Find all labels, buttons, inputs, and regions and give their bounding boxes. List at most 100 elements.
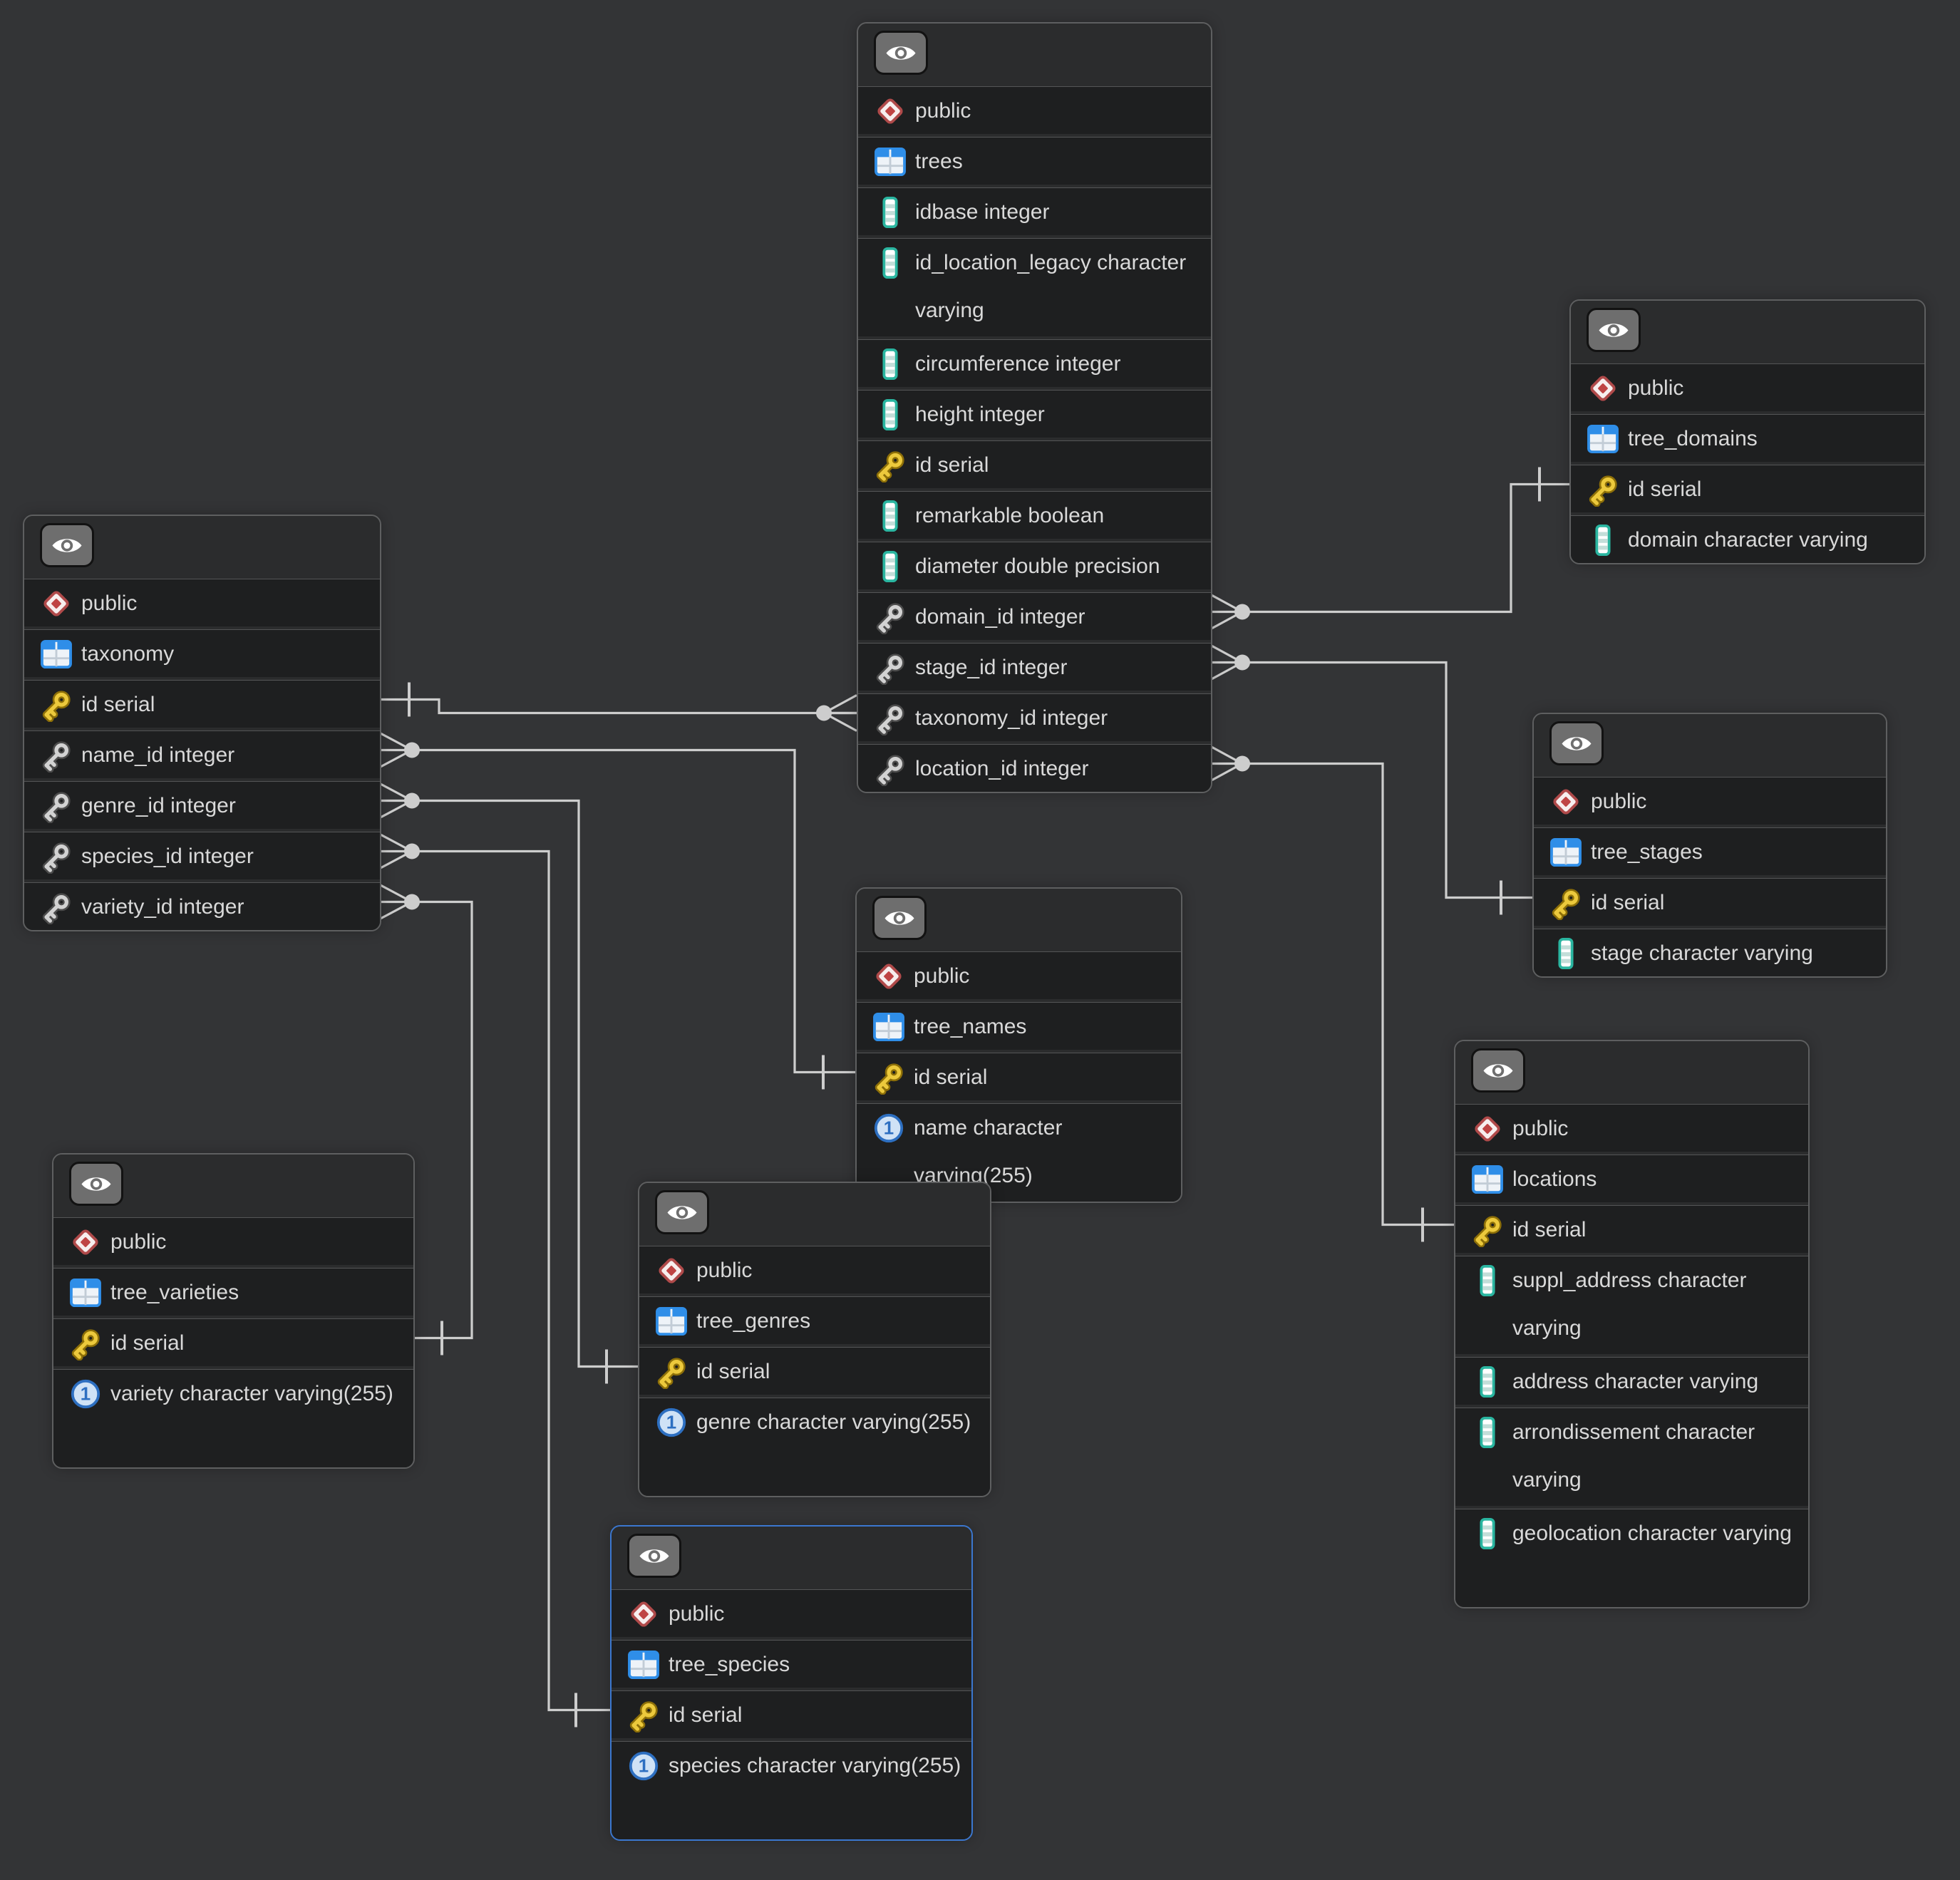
visibility-toggle-button[interactable] <box>1471 1048 1525 1093</box>
table-node-trees[interactable]: public trees idbase integer id_location_leg… <box>857 22 1212 793</box>
visibility-toggle-button[interactable] <box>69 1162 123 1206</box>
schema-icon <box>40 587 73 620</box>
foreign-key-row[interactable]: domain_id integer <box>858 592 1211 640</box>
primary-key-row[interactable]: id serial <box>1455 1205 1808 1253</box>
relationship-taxonomy.id-trees.taxonomy_id <box>378 682 857 732</box>
visibility-toggle-button[interactable] <box>1549 721 1604 765</box>
column-row[interactable]: idbase integer <box>858 187 1211 235</box>
column-icon <box>874 500 907 532</box>
svg-text:1: 1 <box>666 1413 676 1433</box>
primary-key-row[interactable]: id serial <box>24 680 380 728</box>
table-name-row[interactable]: taxonomy <box>24 629 380 677</box>
table-name-row[interactable]: tree_varieties <box>53 1268 413 1316</box>
primary-key-row[interactable]: id serial <box>639 1347 990 1395</box>
row-label: circumference integer <box>915 352 1121 376</box>
primary-key-icon <box>69 1327 102 1360</box>
eye-icon <box>884 911 914 925</box>
table-name-row[interactable]: tree_domains <box>1571 414 1924 462</box>
table-node-locations[interactable]: public locations id serial suppl_address ch… <box>1454 1040 1810 1608</box>
schema-icon <box>1587 372 1619 405</box>
primary-key-icon <box>874 449 907 482</box>
schema-row[interactable]: public <box>1534 777 1886 825</box>
primary-key-row[interactable]: id serial <box>858 440 1211 488</box>
schema-row[interactable]: public <box>1571 363 1924 411</box>
table-name-row[interactable]: locations <box>1455 1155 1808 1202</box>
column-row[interactable]: diameter double precision <box>858 542 1211 589</box>
unique-one-icon: 1 <box>627 1750 660 1782</box>
primary-key-row[interactable]: id serial <box>857 1053 1181 1100</box>
visibility-toggle-button[interactable] <box>655 1190 709 1234</box>
column-row[interactable]: suppl_address character varying <box>1455 1256 1808 1354</box>
visibility-toggle-button[interactable] <box>627 1534 681 1578</box>
schema-row[interactable]: public <box>53 1217 413 1265</box>
table-name-row[interactable]: tree_species <box>612 1640 971 1688</box>
primary-key-icon <box>1471 1214 1504 1247</box>
primary-key-row[interactable]: id serial <box>612 1690 971 1738</box>
foreign-key-row[interactable]: name_id integer <box>24 730 380 778</box>
row-label: id serial <box>110 1331 185 1355</box>
schema-row[interactable]: public <box>857 951 1181 999</box>
foreign-key-row[interactable]: species_id integer <box>24 832 380 879</box>
column-row[interactable]: geolocation character varying <box>1455 1509 1808 1607</box>
table-name-row[interactable]: tree_stages <box>1534 827 1886 875</box>
foreign-key-row[interactable]: genre_id integer <box>24 781 380 829</box>
eye-icon <box>1562 736 1592 750</box>
column-row[interactable]: stage character varying <box>1534 929 1886 976</box>
unique-column-row[interactable]: 1 species character varying(255) <box>612 1741 971 1839</box>
table-name-row[interactable]: trees <box>858 137 1211 185</box>
row-label: genre character varying(255) <box>696 1410 971 1434</box>
row-label: id serial <box>1512 1218 1587 1241</box>
column-icon <box>1587 524 1619 557</box>
primary-key-row[interactable]: id serial <box>1571 465 1924 512</box>
column-row[interactable]: address character varying <box>1455 1357 1808 1405</box>
table-node-taxonomy[interactable]: public taxonomy id serial name_id integer ge… <box>23 515 381 931</box>
column-row[interactable]: arrondissement character varying <box>1455 1408 1808 1506</box>
foreign-key-row[interactable]: location_id integer <box>858 744 1211 792</box>
primary-key-row[interactable]: id serial <box>53 1318 413 1366</box>
column-row[interactable]: remarkable boolean <box>858 491 1211 539</box>
table-icon <box>69 1276 102 1309</box>
schema-row[interactable]: public <box>1455 1104 1808 1152</box>
table-name-row[interactable]: tree_genres <box>639 1296 990 1344</box>
eye-icon <box>667 1205 697 1219</box>
row-label: public <box>110 1230 167 1254</box>
column-row[interactable]: domain character varying <box>1571 515 1924 563</box>
foreign-key-row[interactable]: stage_id integer <box>858 643 1211 691</box>
foreign-key-row[interactable]: variety_id integer <box>24 882 380 930</box>
table-node-tree_genres[interactable]: public tree_genres id serial 1 genre charact… <box>638 1182 991 1497</box>
visibility-toggle-button[interactable] <box>872 896 927 940</box>
row-label: public <box>81 592 138 615</box>
table-node-tree_domains[interactable]: public tree_domains id serial domain charac… <box>1569 299 1926 564</box>
table-node-header <box>1455 1041 1808 1101</box>
visibility-toggle-button[interactable] <box>40 523 94 567</box>
row-label: idbase integer <box>915 200 1050 224</box>
schema-row[interactable]: public <box>24 579 380 626</box>
row-label: taxonomy_id integer <box>915 706 1108 730</box>
schema-row[interactable]: public <box>858 86 1211 134</box>
table-node-tree_names[interactable]: public tree_names id serial 1 name character… <box>855 887 1182 1203</box>
row-label: tree_species <box>669 1653 790 1676</box>
row-label: domain character varying <box>1628 528 1868 552</box>
column-icon <box>874 247 907 279</box>
visibility-toggle-button[interactable] <box>874 31 928 75</box>
visibility-toggle-button[interactable] <box>1587 308 1641 352</box>
table-node-tree_stages[interactable]: public tree_stages id serial stage characte… <box>1532 713 1887 978</box>
unique-column-row[interactable]: 1 genre character varying(255) <box>639 1398 990 1496</box>
eye-icon <box>886 46 916 60</box>
row-label: geolocation character varying <box>1512 1522 1792 1545</box>
unique-column-row[interactable]: 1 variety character varying(255) <box>53 1369 413 1467</box>
schema-icon <box>874 95 907 128</box>
column-row[interactable]: height integer <box>858 390 1211 438</box>
schema-icon <box>1549 785 1582 818</box>
row-label: public <box>696 1259 753 1282</box>
foreign-key-row[interactable]: taxonomy_id integer <box>858 693 1211 741</box>
schema-row[interactable]: public <box>612 1589 971 1637</box>
primary-key-row[interactable]: id serial <box>1534 878 1886 926</box>
schema-row[interactable]: public <box>639 1246 990 1293</box>
table-name-row[interactable]: tree_names <box>857 1002 1181 1050</box>
column-row[interactable]: circumference integer <box>858 339 1211 387</box>
column-row[interactable]: id_location_legacy character varying <box>858 238 1211 336</box>
